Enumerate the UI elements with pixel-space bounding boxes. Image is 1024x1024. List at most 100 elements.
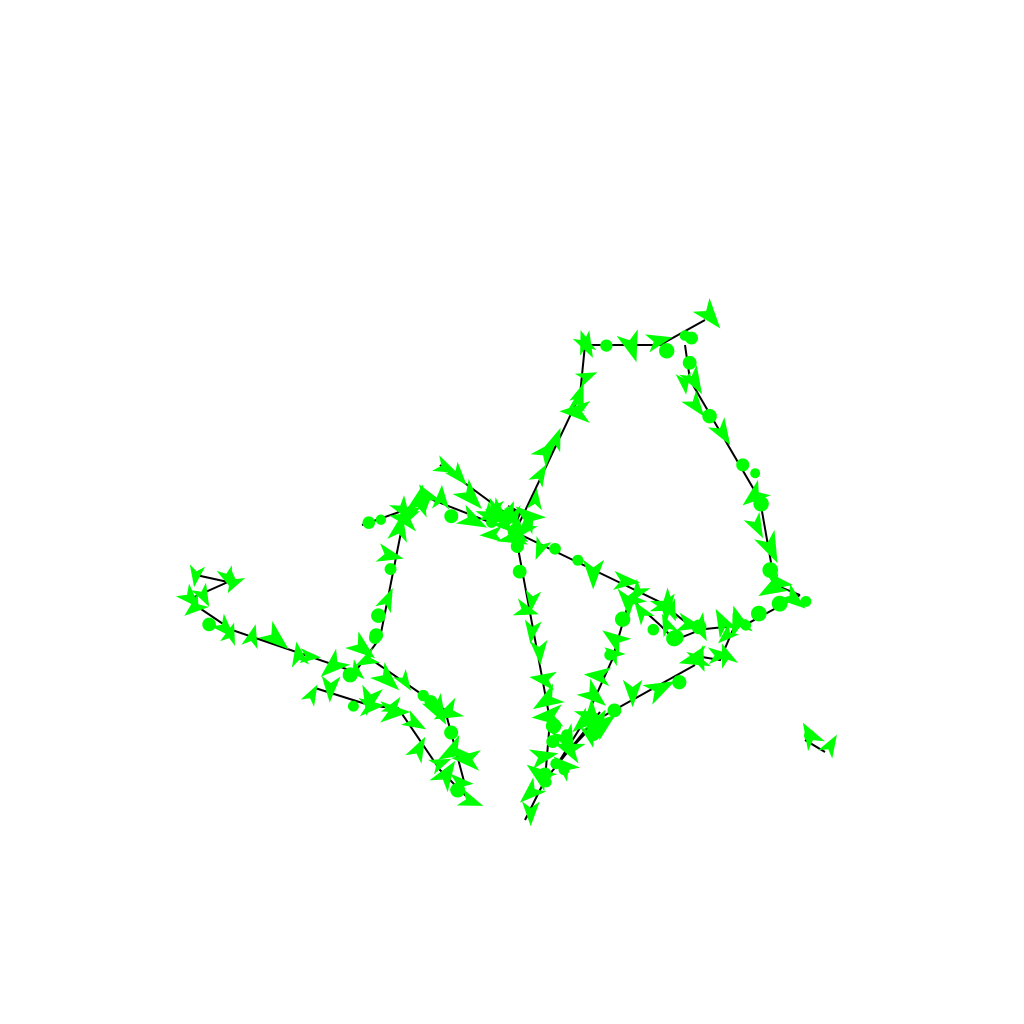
direction-marker	[681, 390, 705, 417]
node-marker	[347, 700, 359, 712]
node-marker	[659, 343, 675, 359]
direction-marker	[529, 639, 548, 665]
direction-marker	[496, 522, 528, 545]
node-marker	[647, 623, 660, 636]
direction-marker	[574, 372, 598, 388]
direction-marker	[512, 598, 539, 616]
direction-marker	[491, 507, 515, 530]
direction-marker	[707, 417, 731, 446]
direction-marker	[404, 484, 427, 518]
node-marker	[362, 516, 376, 529]
direction-marker	[583, 667, 612, 687]
node-marker	[600, 339, 613, 352]
node-marker	[444, 725, 459, 740]
direction-marker	[358, 697, 385, 717]
node-marker	[702, 408, 717, 424]
node-marker	[736, 458, 750, 472]
direction-marker	[189, 564, 206, 588]
direction-marker	[393, 669, 412, 691]
direction-marker	[818, 734, 837, 759]
direction-marker	[375, 543, 404, 562]
direction-marker	[535, 536, 552, 560]
node-marker	[762, 562, 779, 578]
node-marker	[750, 468, 761, 479]
direction-marker	[662, 613, 679, 638]
node-marker	[444, 509, 459, 524]
direction-marker	[428, 758, 452, 775]
direction-marker	[576, 678, 607, 706]
direction-marker	[707, 647, 732, 665]
direction-marker	[300, 684, 318, 707]
direction-marker	[444, 461, 467, 486]
node-marker	[607, 703, 622, 718]
direction-marker	[321, 675, 341, 703]
direction-marker	[433, 697, 465, 720]
direction-marker	[506, 523, 529, 543]
direction-marker	[644, 334, 673, 353]
direction-marker	[529, 671, 557, 691]
direction-marker	[602, 630, 632, 656]
direction-marker	[526, 488, 542, 511]
direction-marker	[622, 679, 643, 708]
direction-marker	[258, 621, 289, 650]
direction-marker	[370, 662, 400, 691]
direction-marker	[589, 705, 605, 728]
direction-marker	[191, 582, 210, 607]
direction-marker	[438, 734, 471, 760]
direction-marker	[777, 583, 806, 609]
direction-marker	[660, 598, 676, 622]
direction-marker	[642, 681, 675, 705]
direction-marker	[754, 529, 778, 564]
direction-marker	[715, 608, 738, 639]
node-marker	[666, 630, 682, 647]
direction-marker	[516, 515, 538, 539]
direction-marker	[475, 501, 496, 526]
direction-marker	[345, 631, 376, 659]
direction-marker	[743, 512, 764, 539]
direction-marker	[451, 750, 481, 771]
direction-marker	[532, 683, 565, 710]
node-marker	[384, 563, 397, 575]
node-marker	[342, 667, 358, 683]
direction-marker	[452, 478, 482, 510]
direction-marker	[530, 439, 557, 468]
direction-markers	[175, 297, 837, 827]
direction-marker	[432, 455, 458, 474]
direction-marker	[582, 559, 605, 590]
direction-marker	[524, 619, 542, 645]
node-marker	[604, 649, 616, 661]
direction-marker	[616, 329, 638, 363]
direction-marker	[456, 788, 484, 806]
node-marker	[614, 611, 631, 627]
direction-marker	[401, 709, 427, 730]
direction-marker	[634, 601, 655, 626]
direction-marker	[528, 749, 559, 769]
node-marker	[685, 331, 698, 345]
node-marker	[512, 564, 527, 579]
direction-marker	[742, 479, 771, 506]
direction-marker	[405, 736, 426, 764]
node-marker	[541, 777, 552, 788]
direction-marker	[617, 587, 639, 618]
direction-marker	[515, 506, 547, 535]
direction-marker	[717, 622, 740, 644]
direction-marker	[762, 570, 793, 592]
direction-marker	[802, 722, 825, 752]
direction-marker	[210, 613, 235, 639]
node-marker	[572, 554, 584, 566]
direction-marker	[675, 372, 691, 395]
node-marker	[375, 514, 387, 525]
direction-marker	[612, 570, 641, 590]
direction-marker	[526, 764, 558, 792]
direction-marker	[184, 593, 209, 616]
node-marker	[549, 542, 561, 555]
direction-marker	[320, 648, 351, 677]
direction-marker	[216, 565, 233, 590]
direction-marker	[380, 696, 406, 713]
direction-marker	[448, 773, 474, 791]
direction-marker	[572, 330, 593, 358]
direction-marker	[431, 484, 450, 510]
direction-marker	[721, 643, 739, 669]
direction-marker	[732, 612, 748, 637]
